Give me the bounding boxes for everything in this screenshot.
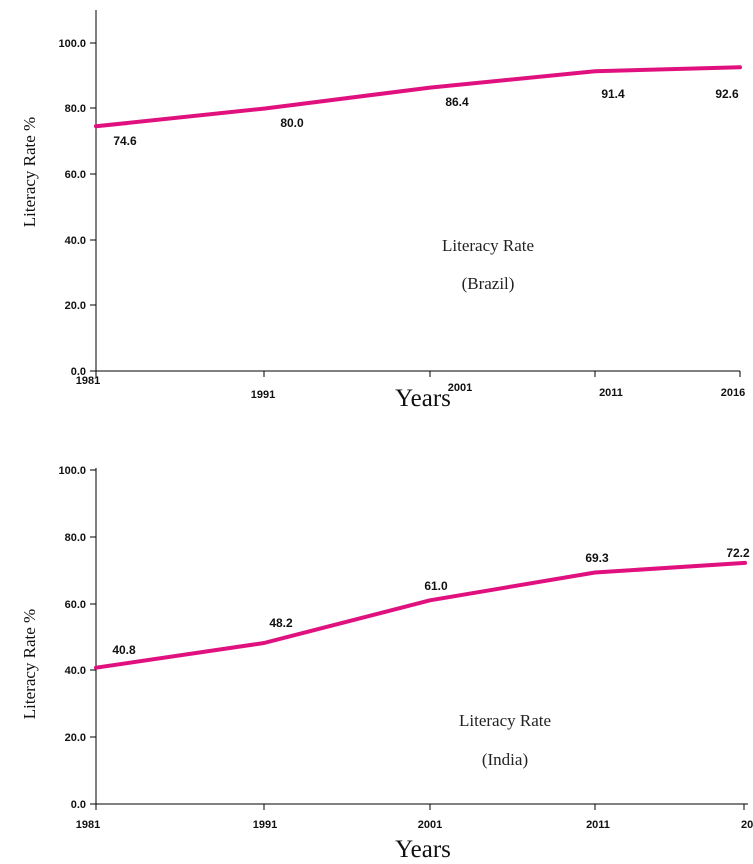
x-tick-label: 1991: [253, 819, 277, 831]
series-line-brazil: [94, 65, 742, 129]
data-label: 61.0: [424, 579, 448, 593]
data-label: 92.6: [715, 87, 739, 101]
y-tick-label: 100.0: [58, 38, 86, 50]
y-tick-label: 0.0: [71, 366, 86, 378]
x-tick-label: 2016: [721, 387, 745, 399]
data-labels: 74.6 80.0 86.4 91.4 92.6: [113, 87, 739, 148]
y-tick-label: 60.0: [65, 169, 86, 181]
x-ticks: 1981 1991 2001 2011 2016: [76, 371, 745, 401]
y-tick-label: 80.0: [65, 532, 86, 544]
y-tick-label: 40.0: [65, 235, 86, 247]
x-tick-label: 2001: [418, 819, 442, 831]
y-tick-label: 60.0: [65, 599, 86, 611]
data-label: 86.4: [445, 95, 469, 109]
data-label: 74.6: [113, 134, 137, 148]
x-axis-title: Years: [395, 836, 451, 863]
data-label: 48.2: [269, 616, 293, 630]
x-tick-label: 2001: [448, 382, 472, 394]
x-tick-label: 20: [741, 819, 753, 831]
y-tick-label: 0.0: [71, 799, 86, 811]
x-tick-label: 1981: [76, 819, 100, 831]
y-ticks: 0.0 20.0 40.0 60.0 80.0 100.0: [58, 465, 96, 811]
y-axis-title: Literacy Rate %: [20, 117, 39, 227]
chart-annotation-line1: Literacy Rate: [442, 236, 534, 255]
x-tick-label: 1981: [76, 375, 100, 387]
x-tick-label: 1991: [251, 389, 275, 401]
x-ticks: 1981 1991 2001 2011 20: [76, 804, 753, 831]
y-axis-title: Literacy Rate %: [20, 609, 39, 719]
y-tick-label: 20.0: [65, 300, 86, 312]
series-line-india: [94, 560, 747, 670]
chart-annotation-line2: (India): [482, 750, 528, 769]
y-ticks: 0.0 20.0 40.0 60.0 80.0 100.0: [58, 38, 96, 378]
y-tick-label: 20.0: [65, 732, 86, 744]
chart-india: 0.0 20.0 40.0 60.0 80.0 100.0 1981 1991 …: [20, 465, 753, 863]
data-label: 72.2: [726, 546, 750, 560]
chart-brazil: 0.0 20.0 40.0 60.0 80.0 100.0 1981 1991 …: [20, 10, 745, 412]
y-tick-label: 40.0: [65, 665, 86, 677]
x-tick-label: 2011: [586, 819, 610, 831]
data-label: 80.0: [280, 116, 304, 130]
data-labels: 40.8 48.2 61.0 69.3 72.2: [112, 546, 750, 657]
y-tick-label: 80.0: [65, 103, 86, 115]
data-label: 91.4: [601, 87, 625, 101]
y-tick-label: 100.0: [58, 465, 86, 477]
data-label: 69.3: [585, 551, 609, 565]
chart-annotation-line1: Literacy Rate: [459, 711, 551, 730]
chart-annotation-line2: (Brazil): [462, 274, 515, 293]
data-label: 40.8: [112, 643, 136, 657]
x-tick-label: 2011: [599, 387, 623, 399]
x-axis-title: Years: [395, 385, 451, 412]
